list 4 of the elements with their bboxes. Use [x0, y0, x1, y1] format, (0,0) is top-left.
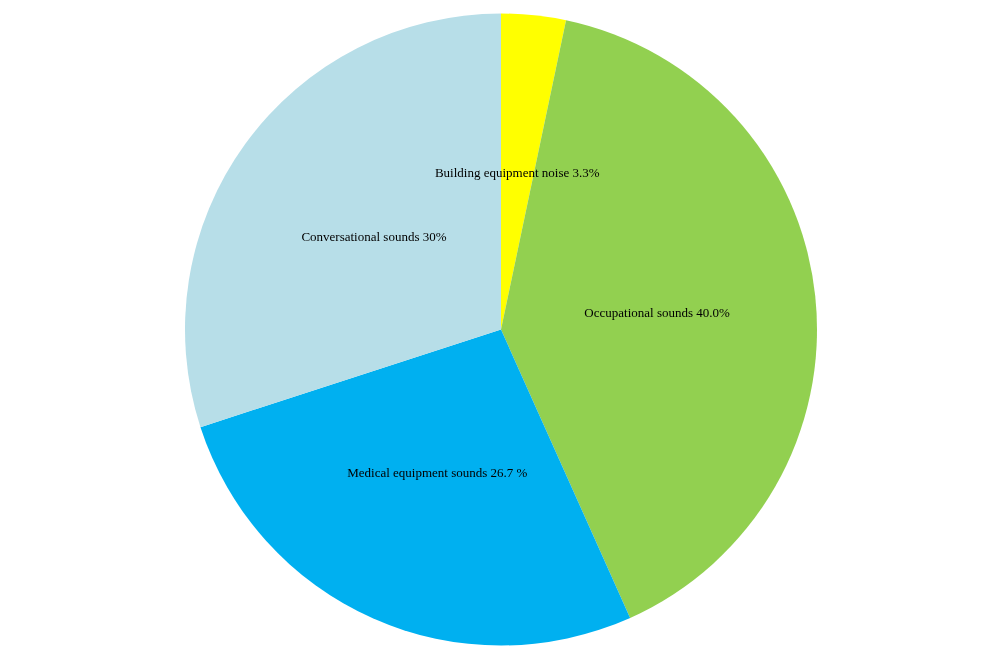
- pie-slice: [200, 329, 631, 646]
- slice-label: Occupational sounds 40.0%: [584, 304, 731, 320]
- slice-label: Medical equipment sounds 26.7 %: [347, 464, 528, 480]
- slice-label: Conversational sounds 30%: [301, 229, 447, 245]
